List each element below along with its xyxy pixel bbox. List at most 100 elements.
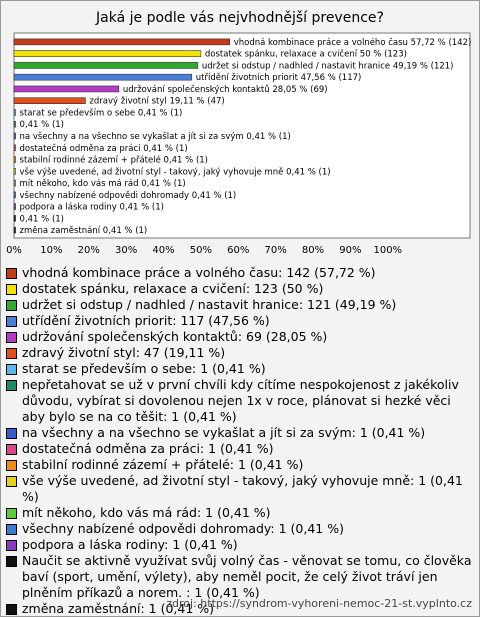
legend-label: starat se především o sebe: 1 (0,41 %) <box>22 361 266 376</box>
x-tick-label: 70% <box>265 245 287 256</box>
legend-label: mít někoho, kdo vás má rád: 1 (0,41 %) <box>22 505 271 520</box>
value-label: 0,41 % (1) <box>141 179 185 189</box>
x-tick-label: 90% <box>339 245 361 256</box>
chart: Jaká je podle vás nejvhodnější prevence?… <box>6 10 472 256</box>
category-label: stabilní rodinné zázemí + přátelé <box>20 154 161 165</box>
legend-item: vhodná kombinace práce a volného času: 1… <box>6 265 472 281</box>
bar-label: stabilní rodinné zázemí + přátelé 0,41 %… <box>20 154 208 165</box>
bar-label: dostatek spánku, relaxace a cvičení 50 %… <box>205 48 407 59</box>
bar <box>13 97 86 105</box>
legend-swatch <box>6 460 17 471</box>
value-label: 49,19 % (121) <box>393 61 454 71</box>
category-label: zdravý životní styl <box>89 96 166 106</box>
legend-label: utřídění životních priorit: 117 (47,56 %… <box>22 313 270 328</box>
legend-item: zdravý životní styl: 47 (19,11 %) <box>6 345 472 361</box>
chart-title: Jaká je podle vás nejvhodnější prevence? <box>95 10 384 26</box>
bar-label: zdravý životní styl 19,11 % (47) <box>89 96 224 106</box>
category-label: udržování společenských kontaktů <box>123 83 270 94</box>
legend-label: nepřetahovat se už v první chvíli kdy cí… <box>22 377 459 424</box>
value-label: 57,72 % (142) <box>411 37 472 47</box>
legend-label: zdravý životní styl: 47 (19,11 %) <box>22 345 226 360</box>
bar-label: vše výše uvedené, ad životní styl - tako… <box>20 166 331 177</box>
value-label: 0,41 % (1) <box>120 202 164 212</box>
category-label: podpora a láska rodiny <box>20 202 117 212</box>
legend: vhodná kombinace práce a volného času: 1… <box>6 265 472 617</box>
legend-item: dostatečná odměna za práci: 1 (0,41 %) <box>6 441 472 457</box>
bar-label: starat se především o sebe 0,41 % (1) <box>20 107 183 118</box>
bar-label: udržet si odstup / nadhled / nastavit hr… <box>202 61 454 71</box>
source: zdroj: https://syndrom-vyhoreni-nemoc-21… <box>166 597 472 610</box>
bar <box>13 120 16 128</box>
x-tick-label: 0% <box>6 245 22 256</box>
bar <box>13 179 16 187</box>
value-label: 47,56 % (117) <box>301 73 362 83</box>
bar-label: udržování společenských kontaktů 28,05 %… <box>123 83 328 94</box>
value-label: 0,41 % (1) <box>286 167 330 177</box>
category-label: starat se především o sebe <box>20 107 136 118</box>
bar-label: utřídění životních priorit 47,56 % (117) <box>196 73 362 83</box>
category-label: dostatečná odměna za práci <box>20 142 141 153</box>
category-label: mít někoho, kdo vás má rád <box>20 179 139 189</box>
bar-label: na všechny a na všechno se vykašlat a jí… <box>20 131 291 142</box>
category-label: vhodná kombinace práce a volného času <box>234 36 408 47</box>
legend-swatch <box>6 604 17 615</box>
bar <box>13 191 16 199</box>
category-label: dostatek spánku, relaxace a cvičení <box>205 48 358 59</box>
category-label: utřídění životních priorit <box>196 73 299 83</box>
x-tick-label: 100% <box>373 245 402 256</box>
legend-label: dostatek spánku, relaxace a cvičení: 123… <box>22 281 324 296</box>
legend-item: na všechny a na všechno se vykašlat a jí… <box>6 425 472 441</box>
bar-label: všechny nabízené odpovědi dohromady 0,41… <box>20 189 237 200</box>
bar-label: 0,41 % (1) <box>20 214 64 224</box>
x-tick-label: 80% <box>302 245 324 256</box>
legend-item: podpora a láska rodiny: 1 (0,41 %) <box>6 537 472 553</box>
legend-swatch <box>6 364 17 375</box>
value-label: 19,11 % (47) <box>169 96 224 106</box>
value-label: 0,41 % (1) <box>103 226 147 236</box>
bar <box>13 38 231 46</box>
bar <box>13 109 16 116</box>
value-label: 0,41 % (1) <box>143 143 187 153</box>
bar <box>13 203 16 210</box>
legend-swatch <box>6 556 17 567</box>
legend-swatch <box>6 444 17 455</box>
legend-swatch <box>6 268 17 279</box>
legend-item: změna zaměstnání: 1 (0,41 %) <box>6 601 472 617</box>
legend-swatch <box>6 332 17 343</box>
bar <box>13 144 16 152</box>
x-tick-label: 60% <box>227 245 249 256</box>
category-label: na všechny a na všechno se vykašlat a jí… <box>20 131 244 142</box>
legend-swatch <box>6 316 17 327</box>
legend-item: udržování společenských kontaktů: 69 (28… <box>6 329 472 345</box>
legend-swatch <box>6 348 17 359</box>
legend-swatch <box>6 540 17 551</box>
value-label: 0,41 % (1) <box>246 132 290 142</box>
legend-label: stabilní rodinné zázemí + přátelé: 1 (0,… <box>22 457 304 472</box>
legend-label: vhodná kombinace práce a volného času: 1… <box>22 265 376 280</box>
bar <box>13 85 120 93</box>
legend-swatch <box>6 284 17 295</box>
value-label: 50 % (123) <box>360 49 407 59</box>
bar-label: podpora a láska rodiny 0,41 % (1) <box>20 202 164 212</box>
legend-item: mít někoho, kdo vás má rád: 1 (0,41 %) <box>6 505 472 521</box>
bar <box>13 50 202 57</box>
legend-swatch <box>6 380 17 391</box>
bar <box>13 215 16 222</box>
category-label: vše výše uvedené, ad životní styl - tako… <box>20 166 284 177</box>
legend-item: udržet si odstup / nadhled / nastavit hr… <box>6 297 472 313</box>
legend-item: utřídění životních priorit: 117 (47,56 %… <box>6 313 472 329</box>
x-tick-label: 50% <box>190 245 212 256</box>
legend-item: vše výše uvedené, ad životní styl - tako… <box>6 473 472 505</box>
x-tick-label: 20% <box>78 245 100 256</box>
legend-swatch <box>6 524 17 535</box>
legend-label: vše výše uvedené, ad životní styl - tako… <box>22 473 463 504</box>
legend-swatch <box>6 300 17 311</box>
legend-label: změna zaměstnání: 1 (0,41 %) <box>22 601 215 616</box>
legend-label: na všechny a na všechno se vykašlat a jí… <box>22 425 426 440</box>
x-tick-label: 30% <box>115 245 137 256</box>
legend-item: starat se především o sebe: 1 (0,41 %) <box>6 361 472 377</box>
bar <box>13 62 199 69</box>
value-label: 0,41 % (1) <box>20 214 64 224</box>
legend-swatch <box>6 508 17 519</box>
